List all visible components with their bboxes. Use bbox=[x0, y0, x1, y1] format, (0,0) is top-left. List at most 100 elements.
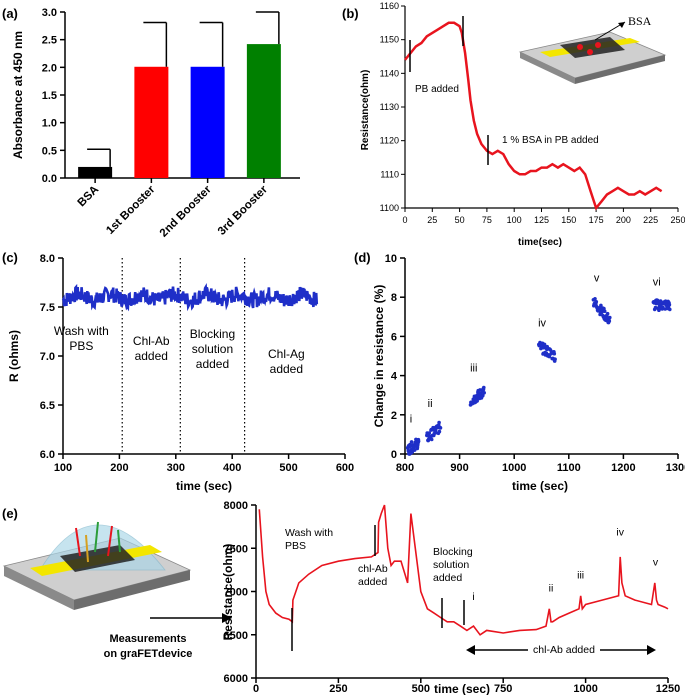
data-point-d bbox=[599, 303, 603, 308]
x-tick-label-e: 500 bbox=[412, 683, 430, 695]
bar-a bbox=[246, 44, 281, 178]
cluster-label-d: iv bbox=[538, 318, 546, 330]
data-point-d bbox=[667, 302, 672, 307]
x-tick-label-c: 500 bbox=[279, 462, 297, 474]
data-point-d bbox=[438, 426, 443, 430]
region-label-c: Blocking solution added bbox=[190, 327, 235, 371]
bsa-molecule bbox=[577, 44, 583, 50]
y-axis-label-b: Resistance(ohm) bbox=[360, 70, 371, 151]
region-label-c: Chl-Ag added bbox=[268, 347, 305, 376]
y-tick-label-b: 1150 bbox=[380, 35, 399, 45]
y-ticks-a: 0.0 0.5 1.0 1.5 2.0 2.5 3.0 bbox=[42, 7, 65, 185]
bar-a bbox=[78, 166, 113, 178]
x-tick-label-b: 75 bbox=[482, 215, 492, 225]
x-tick-label-c: 100 bbox=[54, 462, 72, 474]
peak-label-e: ii bbox=[549, 583, 554, 595]
x-tick-label-d: 1000 bbox=[502, 462, 526, 474]
ticks-e: 0 250 500 750 1000 1250 6000 6500 7000 7500 8000 bbox=[224, 500, 681, 695]
x-tick-label-b: 125 bbox=[534, 215, 549, 225]
x-tick-label-e: 1250 bbox=[656, 683, 680, 695]
y-tick-label-a: 1.5 bbox=[42, 90, 57, 102]
data-point-d bbox=[482, 391, 487, 395]
x-tick-label-a: 3rd Booster bbox=[216, 183, 270, 237]
panel-e: (e) Measurements on graFETdevice 0 250 500 7… bbox=[2, 500, 680, 695]
x-tick-label-d: 900 bbox=[450, 462, 468, 474]
x-tick-label-a: 2nd Booster bbox=[158, 183, 214, 239]
substrate-side-right-e bbox=[74, 570, 190, 610]
x-tick-label-a: BSA bbox=[76, 184, 102, 210]
data-point-d bbox=[608, 315, 612, 320]
x-tick-label-b: 225 bbox=[643, 215, 658, 225]
substrate-side-right bbox=[575, 55, 665, 84]
data-point-d bbox=[607, 319, 612, 323]
y-tick-label-b: 1130 bbox=[380, 102, 399, 112]
data-point-d bbox=[602, 309, 607, 314]
cluster-label-d: ii bbox=[428, 398, 433, 410]
device-inset-b: BSA bbox=[518, 14, 667, 84]
y-tick-label-e: 7500 bbox=[224, 543, 248, 555]
event-markers-e bbox=[291, 525, 465, 651]
antibody-strand bbox=[94, 521, 99, 553]
panel-label-e: (e) bbox=[2, 506, 18, 521]
y-tick-label-a: 2.5 bbox=[42, 35, 57, 47]
x-tick-label-b: 25 bbox=[427, 215, 437, 225]
data-point-d bbox=[547, 354, 552, 359]
x-tick-label-e: 250 bbox=[329, 683, 347, 695]
y-tick-label-c: 7.0 bbox=[40, 351, 55, 363]
antibody-strand bbox=[85, 534, 89, 563]
y-tick-label-a: 0.5 bbox=[42, 145, 57, 157]
x-axis-label-e: time (sec) bbox=[434, 682, 490, 695]
data-point-d bbox=[437, 420, 441, 425]
peak-label-e: i bbox=[472, 591, 474, 603]
data-point-d bbox=[482, 385, 486, 390]
y-tick-label-c: 6.0 bbox=[40, 449, 55, 461]
data-point-d bbox=[553, 357, 557, 362]
inset-arrow-head bbox=[618, 22, 625, 28]
y-tick-label-e: 7000 bbox=[224, 587, 248, 599]
x-tick-label-b: 100 bbox=[507, 215, 522, 225]
x-tick-labels-a: BSA 1st Booster 2nd Booster 3rd Booster bbox=[76, 178, 270, 240]
x-tick-label-e: 0 bbox=[253, 683, 259, 695]
y-axis-label-e: Resistance(ohm) bbox=[221, 544, 235, 641]
x-tick-label-d: 1100 bbox=[557, 462, 581, 474]
device-arrow-head-e bbox=[222, 613, 232, 623]
x-tick-label-b: 175 bbox=[589, 215, 604, 225]
panel-a: (a) 0.0 0.5 1.0 1.5 2.0 2.5 3.0 BSA 1st Booster… bbox=[2, 6, 300, 240]
x-axis-label-c: time (sec) bbox=[176, 479, 232, 493]
x-tick-label-c: 400 bbox=[223, 462, 241, 474]
y-tick-label-e: 6000 bbox=[224, 673, 248, 685]
data-point-d bbox=[475, 399, 480, 403]
panel-b: (b) 0 25 50 75 100 125 150 175 200 225 250 1100 1110… bbox=[342, 1, 685, 248]
cluster-label-d: iii bbox=[470, 363, 477, 375]
ticks-c: 100 200 300 400 500 600 6.0 6.5 7.0 7.5 8.0 bbox=[40, 253, 354, 474]
y-tick-label-e: 8000 bbox=[224, 500, 248, 512]
x-tick-label-b: 200 bbox=[616, 215, 631, 225]
bars-a bbox=[78, 11, 281, 178]
panel-label-c: (c) bbox=[2, 250, 18, 265]
y-tick-label-a: 0.0 bbox=[42, 173, 57, 185]
data-point-d bbox=[658, 299, 663, 303]
data-point-d bbox=[552, 351, 557, 356]
y-tick-label-b: 1120 bbox=[380, 136, 399, 146]
panel-label-a: (a) bbox=[2, 6, 18, 21]
x-tick-label-e: 750 bbox=[494, 683, 512, 695]
region-label-c: Chl-Ab added bbox=[133, 334, 170, 363]
data-point-d bbox=[481, 393, 485, 398]
cluster-label-d: i bbox=[410, 414, 412, 426]
x-tick-label-d: 800 bbox=[396, 462, 414, 474]
antibody-strand bbox=[75, 527, 81, 557]
x-tick-label-c: 600 bbox=[336, 462, 354, 474]
peak-label-e: iv bbox=[616, 526, 624, 538]
peak-label-e: v bbox=[653, 557, 659, 569]
y-tick-label-b: 1100 bbox=[380, 203, 399, 213]
y-tick-label-d: 2 bbox=[391, 410, 397, 422]
side-caption-e: Measurements on graFETdevice bbox=[104, 633, 193, 660]
cluster-label-d: v bbox=[594, 273, 600, 285]
y-tick-label-b: 1140 bbox=[380, 68, 399, 78]
data-point-d bbox=[416, 439, 421, 444]
x-tick-label-b: 0 bbox=[402, 215, 407, 225]
y-tick-label-d: 0 bbox=[391, 449, 397, 461]
substrate-side-left bbox=[520, 52, 575, 84]
